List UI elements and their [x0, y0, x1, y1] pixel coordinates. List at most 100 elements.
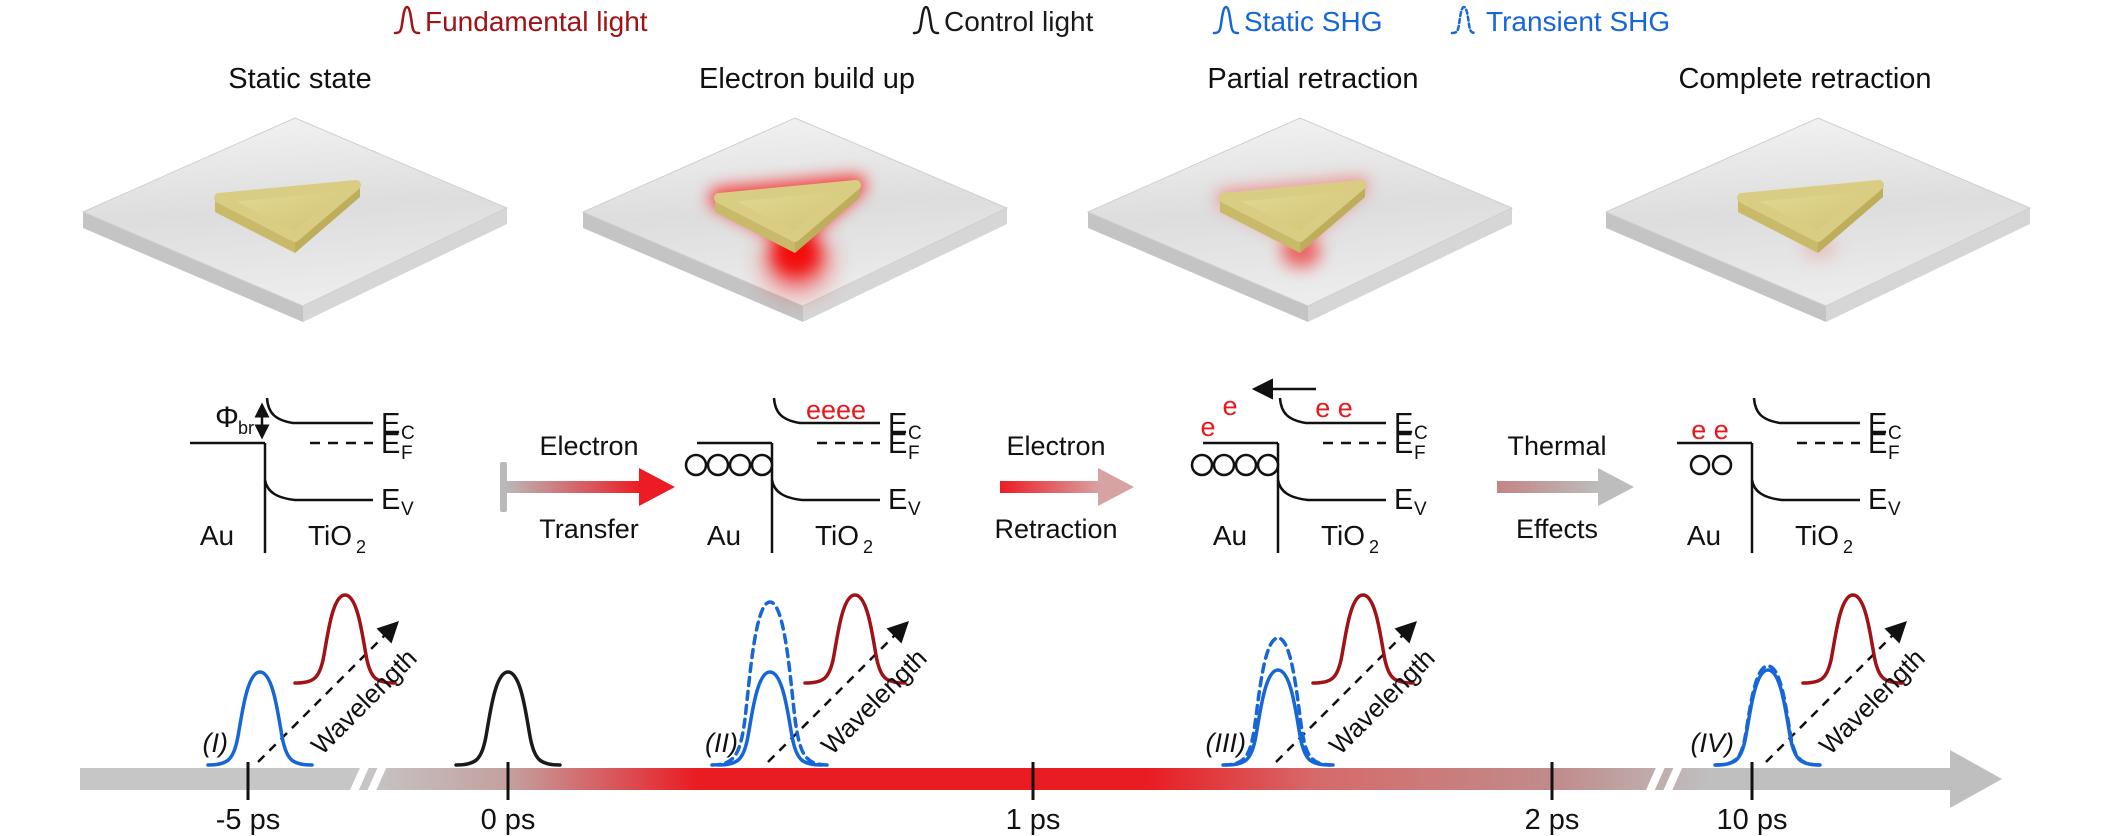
- tick-label-minus5ps: -5 ps: [216, 804, 280, 836]
- transition3-line2: Effects: [1516, 514, 1598, 544]
- arrow-body: [1000, 481, 1100, 493]
- hole: [750, 453, 774, 477]
- phi-br-label: Φ: [215, 401, 239, 434]
- legend-label-fundamental: Fundamental light: [425, 6, 648, 37]
- tio2-sub: 2: [1843, 537, 1853, 557]
- fundamental-pulse: [293, 593, 397, 685]
- tio2-label: TiO: [1795, 520, 1839, 551]
- transition-thermal-effects: Thermal Effects: [1497, 431, 1634, 544]
- fundamental-light-pulse-icon: [393, 5, 421, 35]
- valence-band: [1276, 479, 1386, 502]
- ev-sub: V: [908, 499, 921, 520]
- ec-label: E: [1394, 408, 1413, 440]
- ec-sub: C: [1888, 423, 1902, 444]
- scene-static-state: [81, 117, 509, 322]
- conduction-band: [265, 397, 373, 425]
- legend-label-static-shg: Static SHG: [1244, 6, 1382, 37]
- arrow-tail-cap: [500, 462, 507, 512]
- pulse-group-3: (III) Wavelength: [1206, 593, 1441, 767]
- ef-label: E: [888, 428, 907, 460]
- band-diagram-complete: e e E C E F E V Au TiO 2: [1677, 397, 1902, 557]
- legend-label-control: Control light: [944, 6, 1094, 37]
- ev-label: E: [381, 484, 400, 516]
- stage-label-IV: (IV): [1691, 728, 1735, 758]
- nanoprism-top: [214, 180, 361, 242]
- control-light-pulse: [454, 670, 562, 767]
- ec-sub: C: [401, 423, 415, 444]
- ef-sub: F: [908, 443, 920, 464]
- timeline: -5 ps 0 ps 1 ps 2 ps 10 ps: [80, 750, 2002, 836]
- stage-label-III: (III): [1206, 728, 1247, 758]
- substrate-side-left: [1088, 212, 1308, 322]
- time-axis-bar: [80, 768, 1952, 790]
- pulse-group-1: (I) Wavelength: [203, 593, 423, 767]
- valence-band: [263, 479, 373, 502]
- fundamental-pulse: [803, 593, 907, 685]
- ev-label: E: [1394, 484, 1413, 516]
- ef-label: E: [1868, 428, 1887, 460]
- phi-br-sub: br: [238, 418, 254, 438]
- hole: [1190, 453, 1214, 477]
- substrate-side-right: [1826, 208, 2030, 322]
- valence-band: [770, 479, 880, 502]
- conduction-band: [1752, 397, 1860, 425]
- tio2-sub: 2: [1369, 537, 1379, 557]
- substrate-side-left: [1606, 212, 1826, 322]
- hole: [728, 453, 752, 477]
- tick-label-10ps: 10 ps: [1717, 804, 1788, 836]
- hole: [1711, 454, 1733, 476]
- cb-electrons: e e: [1315, 393, 1353, 423]
- nanoprism-top: [1219, 180, 1366, 242]
- control-light-pulse-icon: [912, 5, 940, 35]
- static-shg-pulse-icon: [1212, 5, 1240, 35]
- arrow-head: [1598, 468, 1634, 506]
- ev-label: E: [1868, 484, 1887, 516]
- cb-electrons: eeee: [806, 395, 866, 425]
- static-shg-pulse: [716, 670, 824, 767]
- pulse-group-2: (II) Wavelength: [705, 593, 933, 767]
- au-label: Au: [200, 520, 234, 551]
- conduction-band: [772, 397, 880, 425]
- static-shg-pulse: [1714, 668, 1822, 767]
- arrow-head: [639, 468, 675, 506]
- axis-break-1: [348, 755, 388, 804]
- transition-electron-transfer: Electron Transfer: [500, 431, 675, 544]
- tio2-label: TiO: [815, 520, 859, 551]
- ef-sub: F: [1414, 443, 1426, 464]
- ec-label: E: [381, 408, 400, 440]
- transient-shg-pulse: [710, 600, 830, 767]
- ef-label: E: [1394, 428, 1413, 460]
- ef-label: E: [381, 428, 400, 460]
- band-diagram-static: Φ br E C E F E V Au TiO 2: [190, 397, 415, 557]
- transition3-line1: Thermal: [1507, 431, 1606, 461]
- transition-electron-retraction: Electron Retraction: [994, 431, 1134, 544]
- au-label: Au: [707, 520, 741, 551]
- tick-label-0ps: 0 ps: [481, 804, 536, 836]
- ec-label: E: [1868, 408, 1887, 440]
- arrow-head: [1098, 468, 1134, 506]
- ev-sub: V: [401, 499, 414, 520]
- ec-sub: C: [908, 423, 922, 444]
- arrow-body: [1497, 481, 1600, 493]
- scene-partial-retraction: [1086, 117, 1514, 322]
- legend-label-transient-shg: Transient SHG: [1486, 6, 1670, 37]
- substrate-side-left: [583, 212, 803, 322]
- au-electrons: e e: [1691, 415, 1729, 445]
- transition2-line2: Retraction: [994, 514, 1117, 544]
- hole: [1256, 453, 1280, 477]
- substrate-side-right: [803, 208, 1007, 322]
- arrow-body: [505, 481, 641, 493]
- tio2-label: TiO: [1321, 520, 1365, 551]
- panel-title-static-state: Static state: [228, 63, 371, 95]
- ev-label: E: [888, 484, 907, 516]
- transition2-line1: Electron: [1006, 431, 1105, 461]
- au-label: Au: [1687, 520, 1721, 551]
- fundamental-pulse: [1311, 593, 1415, 685]
- nanoprism-side-left: [1738, 199, 1818, 253]
- returned-electron-2: e: [1200, 412, 1215, 442]
- axis-break-2: [1644, 755, 1684, 804]
- ev-sub: V: [1888, 499, 1901, 520]
- hole: [1234, 453, 1258, 477]
